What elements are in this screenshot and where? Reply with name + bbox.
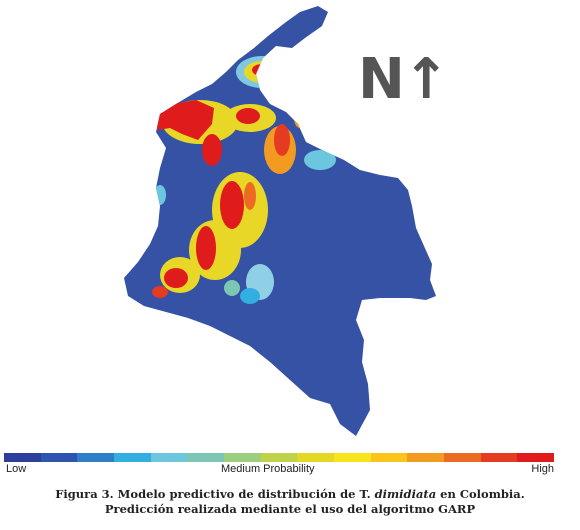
- legend-color-segment-9: [334, 453, 371, 462]
- legend-high-label: High: [531, 463, 554, 475]
- legend-color-segment-7: [260, 453, 298, 462]
- legend-color-segment-10: [370, 453, 408, 462]
- colombia-map: [124, 6, 436, 436]
- legend-low-label: Low: [6, 463, 27, 475]
- legend-color-segment-12: [444, 453, 481, 462]
- legend-color-segment-6: [224, 453, 261, 462]
- legend-color-bar: [4, 453, 555, 462]
- legend-color-segment-5: [187, 453, 225, 462]
- north-arrow: N↑: [358, 47, 450, 112]
- legend-color-segment-11: [407, 453, 445, 462]
- caption-line-2: Predicción realizada mediante el uso del…: [104, 502, 476, 516]
- caption-suffix: en Colombia.: [436, 487, 525, 501]
- caption-prefix: Figura 3. Modelo predictivo de distribuc…: [55, 487, 375, 501]
- north-arrow-icon: ↑: [402, 47, 450, 112]
- north-letter: N: [358, 47, 405, 112]
- legend-color-segment-3: [114, 453, 151, 462]
- legend-mid-label: Medium Probability: [221, 463, 315, 475]
- legend-labels: Low Medium Probability High: [4, 463, 554, 477]
- legend-color-segment-14: [517, 453, 555, 462]
- legend-color-segment-2: [77, 453, 115, 462]
- legend-color-segment-13: [480, 453, 518, 462]
- probability-hotspots: [152, 56, 336, 304]
- caption-line-1: Figura 3. Modelo predictivo de distribuc…: [0, 487, 580, 502]
- legend-color-segment-4: [150, 453, 188, 462]
- legend-color-segment-8: [297, 453, 335, 462]
- prediction-map: [124, 6, 436, 436]
- figure-caption: Figura 3. Modelo predictivo de distribuc…: [0, 487, 580, 517]
- legend-color-segment-1: [40, 453, 78, 462]
- caption-species: dimidiata: [374, 487, 437, 501]
- legend-color-segment-0: [4, 453, 41, 462]
